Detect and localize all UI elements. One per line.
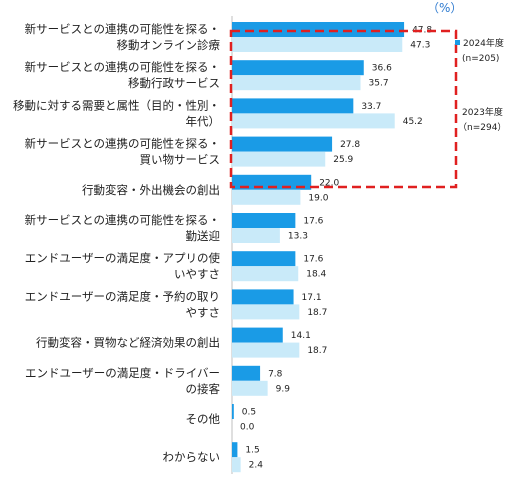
category-label-11-line-0: わからない [163, 450, 221, 464]
value-label-2023-9: 9.9 [276, 384, 291, 394]
bar-2023-7 [232, 304, 300, 320]
bar-2024-5 [232, 213, 296, 228]
highlight-box [229, 29, 458, 189]
legend-n-2024: (n=205) [462, 54, 499, 64]
bar-2024-9 [232, 365, 261, 381]
bar-2024-8 [232, 327, 283, 343]
category-label-4-line-0: 行動変容・外出機会の創出 [82, 183, 220, 197]
category-label-7-line-1: やすさ [186, 305, 221, 319]
value-label-2024-1: 36.6 [372, 64, 392, 74]
value-label-2024-3: 27.8 [340, 140, 360, 150]
value-label-2024-2: 33.7 [361, 102, 381, 112]
legend-label-2024: 2024年度 [463, 37, 504, 49]
value-label-2024-6: 17.6 [303, 255, 323, 265]
category-label-0-line-0: 新サービスとの連携の可能性を探る・ [25, 22, 220, 36]
category-label-10-line-0: その他 [186, 412, 221, 426]
category-label-5-line-1: 勤送迎 [186, 229, 221, 243]
value-label-2023-5: 13.3 [288, 232, 308, 242]
category-label-7-line-0: エンドユーザーの満足度・予約の取り [25, 289, 220, 303]
value-label-2024-9: 7.8 [268, 369, 283, 379]
bar-2023-1 [232, 75, 361, 91]
bar-2023-11 [232, 457, 241, 473]
value-label-2023-10: 0.0 [240, 423, 255, 433]
value-label-2023-4: 19.0 [308, 193, 328, 203]
category-labels-group: 新サービスとの連携の可能性を探る・移動オンライン診療新サービスとの連携の可能性を… [13, 22, 220, 464]
category-label-1-line-1: 移動行政サービス [128, 76, 220, 90]
bar-2023-9 [232, 380, 268, 396]
category-label-5-line-0: 新サービスとの連携の可能性を探る・ [25, 213, 220, 227]
value-label-2023-8: 18.7 [307, 346, 327, 356]
bar-2024-0 [232, 22, 405, 37]
category-label-9-line-1: の接客 [186, 382, 221, 396]
value-label-2024-7: 17.1 [302, 293, 322, 303]
category-label-6-line-1: いやすさ [174, 267, 220, 281]
value-label-2024-0: 47.8 [412, 26, 432, 36]
category-label-9-line-0: エンドユーザーの満足度・ドライバー [25, 366, 220, 380]
category-label-8-line-0: 行動変容・買物など経済効果の創出 [36, 336, 220, 350]
bar-2024-2 [232, 98, 354, 114]
value-label-2024-10: 0.5 [242, 408, 256, 418]
value-label-2024-4: 22.0 [319, 178, 339, 188]
value-label-2023-6: 18.4 [306, 270, 326, 280]
category-label-3-line-1: 買い物サービス [140, 153, 221, 167]
bar-2024-7 [232, 289, 294, 305]
bar-2023-0 [232, 37, 403, 52]
legend-n-2023: （n=294） [458, 122, 506, 133]
value-label-2023-7: 18.7 [307, 308, 327, 318]
legend-swatch-2024 [455, 40, 460, 45]
category-label-0-line-1: 移動オンライン診療 [117, 38, 221, 52]
category-label-3-line-0: 新サービスとの連携の可能性を探る・ [25, 137, 220, 151]
value-label-2023-0: 47.3 [410, 41, 430, 51]
bar-2023-3 [232, 151, 326, 167]
value-label-2023-1: 35.7 [369, 79, 389, 89]
bars-group: 47.8 47.3 36.6 35.7 33.7 45.2 27.8 25.9 22.0 19.0… [232, 22, 432, 473]
bar-2024-3 [232, 136, 333, 152]
legend: 2024年度 (n=205) 2023年度 （n=294） [455, 37, 506, 133]
value-label-2024-5: 17.6 [303, 217, 323, 227]
bar-2024-11 [232, 442, 238, 458]
bar-2024-10 [232, 404, 234, 419]
value-label-2024-8: 14.1 [291, 331, 311, 341]
bar-2023-4 [232, 189, 301, 205]
value-label-2023-11: 2.4 [249, 461, 264, 471]
unit-label: （%） [427, 1, 462, 15]
value-label-2023-2: 45.2 [403, 117, 423, 127]
bar-2023-6 [232, 266, 299, 282]
bar-2023-2 [232, 113, 395, 129]
category-label-1-line-0: 新サービスとの連携の可能性を探る・ [25, 60, 220, 74]
category-label-2-line-0: 移動に対する需要と属性（目的・性別・ [13, 98, 220, 112]
legend-label-2023: 2023年度 [462, 106, 503, 118]
category-label-6-line-0: エンドユーザーの満足度・アプリの使 [25, 251, 221, 265]
bar-2024-4 [232, 174, 312, 190]
category-label-2-line-1: 年代） [186, 114, 221, 128]
bar-2023-5 [232, 228, 280, 243]
value-label-2023-3: 25.9 [333, 155, 353, 165]
bar-2023-8 [232, 342, 300, 358]
bar-2024-1 [232, 60, 364, 76]
bar-2024-6 [232, 251, 296, 267]
value-label-2024-11: 1.5 [245, 446, 259, 456]
